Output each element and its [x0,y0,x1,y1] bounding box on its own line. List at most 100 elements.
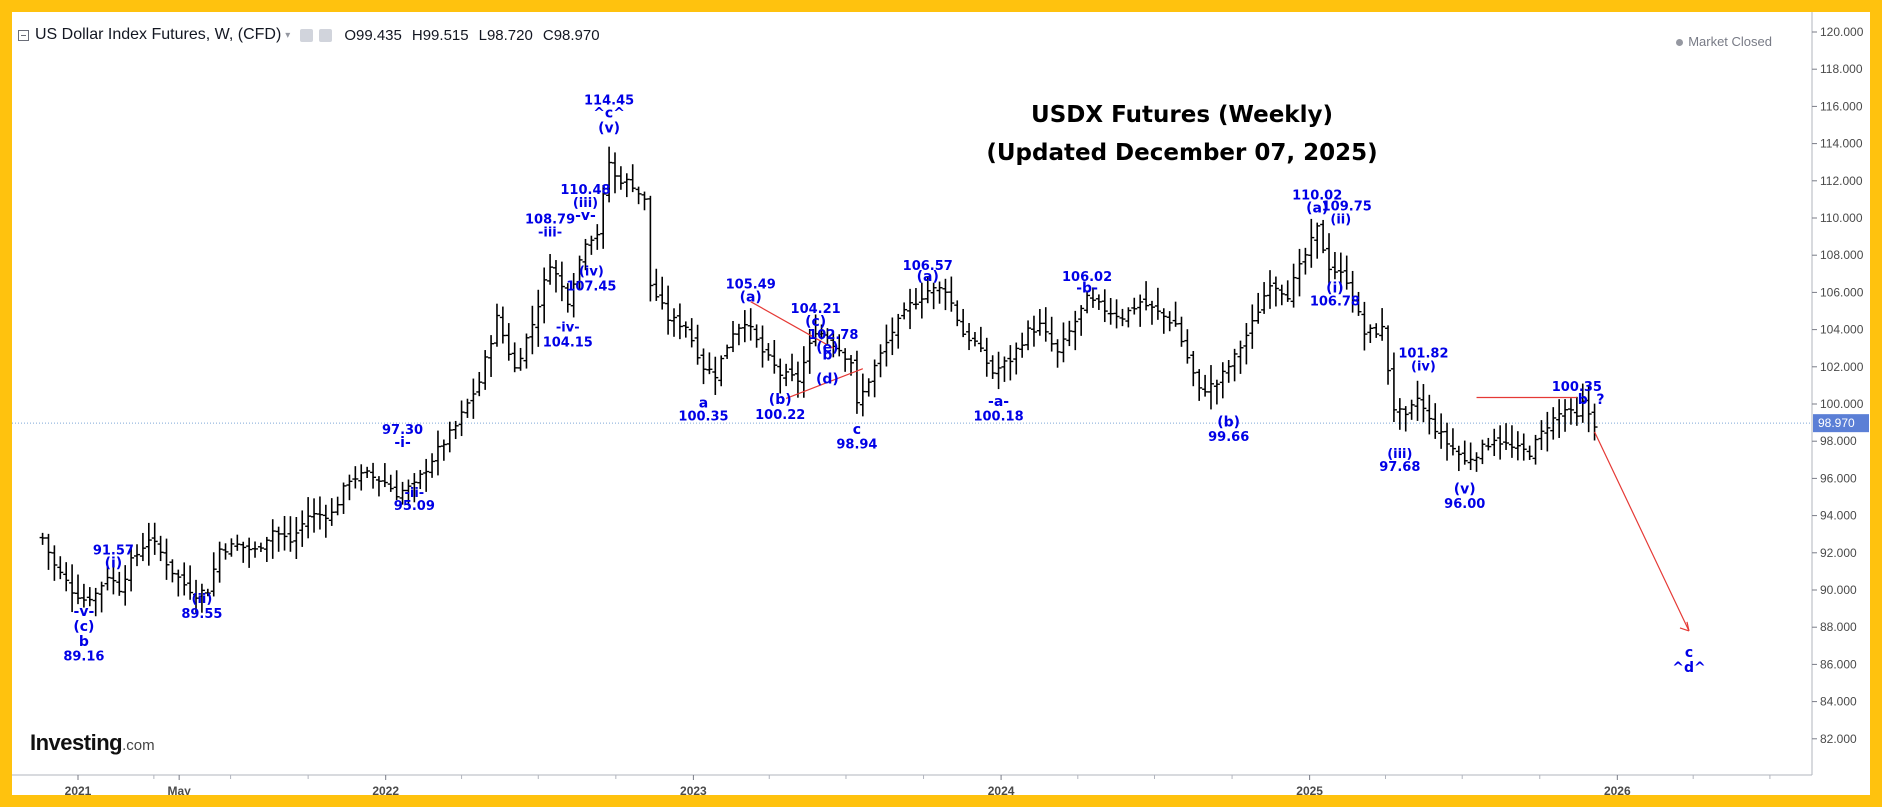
ohlc-bar [771,340,778,374]
ohlc-bar [659,276,666,310]
ohlc-bar [381,463,388,488]
ohlc-bar [346,474,353,501]
y-tick-label: 98.000 [1820,434,1857,448]
source-icon[interactable] [319,28,333,42]
ohlc-bar [482,350,489,390]
ohlc-bar [1444,422,1451,461]
y-tick-label: 90.000 [1820,583,1857,597]
ohlc-bar [1520,433,1527,461]
wave-label: 107.45 [566,280,616,295]
chart-header: US Dollar Index Futures, W, (CFD) ▾ O99.… [18,24,610,46]
wave-label: (c) [73,619,94,635]
ohlc-bar [700,348,707,385]
ohlc-bar [653,268,660,301]
ohlc-bar [269,519,276,559]
ohlc-bar [842,348,849,372]
ohlc-bar [470,378,477,419]
ohlc-bar [210,552,217,597]
ohlc-bar [1526,445,1533,460]
wave-label: -i- [394,435,411,451]
price-chart[interactable]: 91.57(i)-v-(c)b89.16(ii)89.5597.30-i--ii… [12,12,1870,795]
wave-label: 89.55 [181,607,222,622]
wave-label: -iv- [556,320,580,335]
ohlc-bar [600,185,607,249]
wave-label: a [699,396,708,412]
ohlc-bar [134,544,141,567]
ohlc-bar [983,337,990,377]
ohlc-bar [1573,396,1580,426]
ohlc-bar [1001,356,1008,382]
ohlc-bar [281,515,288,551]
ohlc-bar [753,324,760,348]
ohlc-bar [293,517,300,559]
ohlc-bar [1148,300,1155,325]
wave-label: -b- [1076,280,1098,296]
ohlc-bar [1349,270,1356,313]
ohlc-bar [92,587,99,617]
ohlc-bar [499,306,506,344]
ohlc-bar [912,288,919,310]
ohlc-bar [1449,428,1456,456]
ohlc-bar [434,430,441,476]
ohlc-bar [594,224,601,250]
y-tick-label: 82.000 [1820,732,1857,746]
y-tick-label: 86.000 [1820,657,1857,671]
ohlc-bar [735,323,742,346]
wave-label: 109.75 [1322,200,1372,215]
ohlc-bar [1331,252,1338,280]
ohlc-bar [488,335,495,377]
ohlc-bar [1278,284,1285,306]
market-status-label: Market Closed [1688,34,1772,49]
ohlc-bar [1367,324,1374,343]
ohlc-bar [169,559,176,583]
ohlc-bar [830,332,837,358]
ohlc-bar [1249,304,1256,349]
ohlc-bar [1503,423,1510,450]
ohlc-bar [682,321,689,338]
wave-label: b [1578,392,1588,408]
market-status-dot [1676,39,1684,47]
wave-label: (b) [1217,414,1240,430]
ohlc-bar [954,300,961,327]
ohlc-bar [1585,384,1592,433]
ohlc-bar [541,267,548,324]
ohlc-bar [794,361,801,398]
ohlc-bar [871,359,878,398]
wave-label: (iii) [1387,447,1412,462]
wave-label: (e) [816,340,838,356]
ohlc-bar [1532,434,1539,465]
collapse-icon[interactable] [18,29,29,41]
ohlc-bar [1308,218,1315,268]
chart-frame: 91.57 (i) -v- (c) b 89.16 (ii) 89.55 97.30 -i- -ii… [12,12,1870,795]
ohlc-bar [611,152,618,194]
ohlc-bar [1113,299,1120,329]
ohlc-bar [1054,339,1061,368]
wave-label: 91.57 [93,544,134,559]
ohlc-bar [63,562,70,592]
x-axis: 2021 May 2022 2023 2024 2025 2026 [12,774,1812,795]
ohlc-bar [322,504,329,538]
ohlc-bar [163,538,170,580]
ohlc-bar [895,313,902,349]
wave-label: 97.68 [1379,460,1420,475]
y-tick-label: 84.000 [1820,695,1857,709]
chart-subtitle: (Updated December 07, 2025) [986,140,1378,166]
ohlc-bar [1467,442,1474,471]
chevron-down-icon[interactable]: ▾ [285,29,291,41]
symbol-title[interactable]: US Dollar Index Futures, W, (CFD) [35,26,282,43]
ohlc-bar [907,288,914,330]
y-tick-label: 102.000 [1820,360,1864,374]
wave-label: ^d^ [1672,660,1705,676]
ohlc-bar [576,255,583,291]
settings-icon[interactable] [300,28,314,42]
ohlc-bar [175,569,182,597]
wave-label: 106.57 [903,259,953,274]
ohlc-bar [1231,348,1238,382]
x-tick-label: 2025 [1296,784,1323,795]
ohlc-bar [836,334,843,357]
ohlc-bar [629,164,636,193]
ohlc-bar [375,476,382,497]
ohlc-bar [889,317,896,356]
arrow-head [1679,621,1690,632]
y-tick-label: 92.000 [1820,546,1857,560]
